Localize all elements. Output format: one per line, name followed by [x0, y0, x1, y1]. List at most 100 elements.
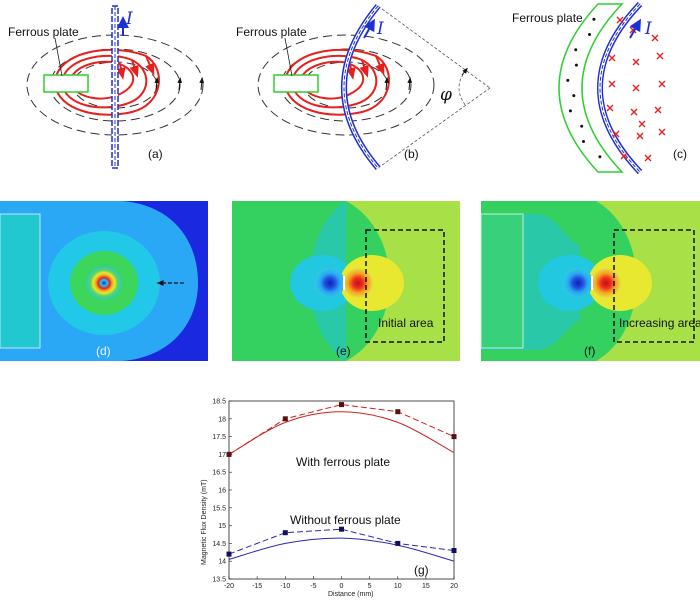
ferrous-plate-region	[0, 213, 41, 349]
panel-a: Ferrous plate I (a)	[8, 5, 205, 169]
panel-g-chart: -20 -15 -10 -5 0 5 10 15 20 13.5 14 14.5 15 15.5 16 16.…	[201, 399, 458, 599]
plate-dot	[568, 109, 572, 113]
x-tick-label: 10	[394, 583, 402, 590]
series-without-marker	[451, 548, 457, 553]
x-tick-label: -5	[310, 583, 316, 590]
x-tick-label: -20	[224, 583, 234, 590]
plate-dot	[572, 94, 576, 98]
current-arrow	[629, 18, 641, 39]
y-tick-label: 14.5	[212, 541, 226, 548]
series-with-marker	[282, 416, 288, 422]
plate-dot	[592, 17, 596, 21]
current-label: I	[376, 19, 384, 39]
ferrous-plate	[43, 74, 89, 93]
plate-label: Ferrous plate	[236, 25, 307, 39]
area-label: Increasing area	[619, 316, 700, 330]
field-cross	[632, 58, 640, 66]
angle-label: φ	[440, 85, 452, 105]
panel-label: (c)	[673, 147, 687, 161]
area-label: Initial area	[378, 316, 434, 330]
initial-area-box	[365, 229, 445, 343]
field-ring-core	[86, 266, 122, 300]
panel-d: (d)	[0, 201, 208, 361]
field-cross	[616, 16, 624, 24]
x-axis-label: Distance (mm)	[328, 591, 374, 598]
current-label: I	[125, 9, 133, 29]
series-with-marker	[226, 451, 232, 457]
panel-b: Ferrous plate φ I (b)	[236, 4, 491, 170]
series-with-fit-curve	[228, 411, 455, 455]
plate-label: Ferrous plate	[8, 25, 79, 39]
field-cross	[658, 80, 666, 88]
field-cross	[636, 132, 644, 140]
field-cross	[606, 104, 614, 112]
series-without-marker	[395, 540, 401, 546]
y-tick-label: 13.5	[212, 577, 226, 584]
plate-dot	[598, 155, 602, 159]
x-tick-label: 5	[368, 583, 372, 590]
panel-label: (g)	[414, 563, 429, 577]
panel-e: Initial area (e)	[232, 201, 460, 361]
x-tick-label: -15	[252, 583, 262, 590]
y-tick-label: 14	[218, 559, 226, 566]
field-cross	[654, 106, 662, 114]
panel-label: (d)	[96, 344, 111, 358]
x-tick-label: 15	[422, 583, 430, 590]
series-label-without: Without ferrous plate	[290, 513, 401, 527]
field-arrows-black	[154, 77, 205, 91]
conductor-slot	[591, 276, 593, 290]
series-with-marker	[395, 409, 401, 415]
field-arrows-black	[384, 77, 413, 91]
series-with-marker	[451, 434, 457, 440]
panel-label: (b)	[404, 147, 419, 161]
plate-dot	[574, 63, 578, 67]
series-without-measured-line	[228, 528, 455, 555]
x-tick-label: 0	[340, 583, 344, 590]
field-cross	[630, 108, 638, 116]
plate-label-leader	[284, 37, 293, 77]
plate-dot	[580, 124, 584, 128]
y-tick-label: 17	[218, 452, 226, 459]
y-tick-label: 18.5	[212, 399, 226, 406]
y-tick-label: 17.5	[212, 434, 226, 441]
series-without-marker	[339, 526, 344, 532]
pole-blue	[563, 268, 593, 298]
field-cross	[651, 34, 659, 42]
y-tick-label: 16	[218, 488, 226, 495]
y-tick-label: 18	[218, 416, 226, 423]
current-arrow	[363, 18, 375, 39]
field-cross	[656, 52, 664, 60]
plate-dot	[566, 78, 570, 82]
ferrous-plate-region	[480, 213, 524, 349]
series-without-marker	[282, 530, 288, 536]
series-with-measured-line	[228, 404, 455, 455]
panel-label: (a)	[148, 147, 163, 161]
x-tick-label: -10	[280, 583, 290, 590]
field-cross	[608, 80, 616, 88]
pole-blue	[315, 268, 345, 298]
angle-construction	[377, 5, 491, 169]
current-label: I	[644, 19, 652, 39]
field-cross	[612, 130, 620, 138]
y-tick-label: 15	[218, 523, 226, 530]
field-cross	[632, 84, 640, 92]
series-without-fit-curve	[228, 537, 455, 562]
increasing-area-box	[613, 229, 695, 343]
plot-frame	[228, 400, 455, 580]
plate-dot	[588, 33, 591, 36]
plate-label-leader	[54, 37, 63, 77]
series-label-with: With ferrous plate	[296, 455, 390, 469]
field-cross	[620, 152, 628, 160]
chart-series	[226, 402, 457, 562]
field-cross	[644, 154, 652, 162]
field-cross	[608, 54, 616, 62]
plate-dot	[574, 48, 578, 52]
panel-c: I Ferrous plate (c)	[512, 1, 687, 175]
y-tick-label: 16.5	[212, 470, 226, 477]
conductor-slot	[343, 276, 345, 290]
field-crosses	[606, 16, 666, 162]
pole-red	[343, 268, 373, 298]
ferrous-plate	[273, 74, 319, 93]
field-cross	[658, 128, 666, 136]
